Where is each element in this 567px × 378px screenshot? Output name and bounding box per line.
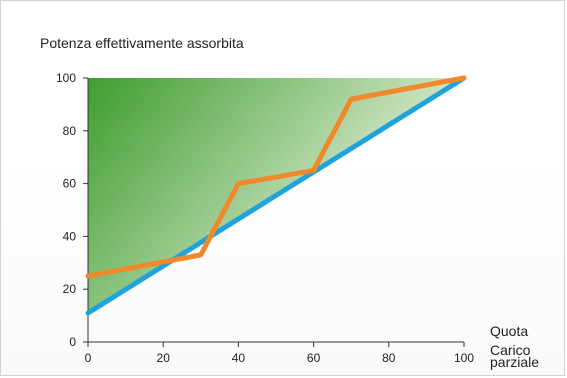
y-tick-label: 60	[63, 177, 77, 191]
x-axis-label-line-1: Quota	[490, 323, 528, 339]
y-tick-label: 0	[69, 335, 76, 349]
series-line-orange	[85, 75, 467, 279]
y-tick-label: 80	[63, 124, 77, 138]
x-tick-label: 60	[307, 351, 321, 365]
x-axis-label-line-2: Carico	[490, 342, 531, 358]
chart-title: Potenza effettivamente assorbita	[40, 35, 244, 51]
y-tick-label: 100	[56, 71, 76, 85]
x-tick-label: 100	[454, 351, 474, 365]
y-tick-label: 40	[63, 229, 77, 243]
x-axis-label-line-3: parziale	[490, 354, 539, 370]
x-tick-label: 0	[85, 351, 92, 365]
x-tick-label: 20	[157, 351, 171, 365]
series-line-blue	[85, 75, 467, 316]
x-tick-label: 40	[232, 351, 246, 365]
y-tick-label: 20	[63, 282, 77, 296]
x-tick-label: 80	[382, 351, 396, 365]
